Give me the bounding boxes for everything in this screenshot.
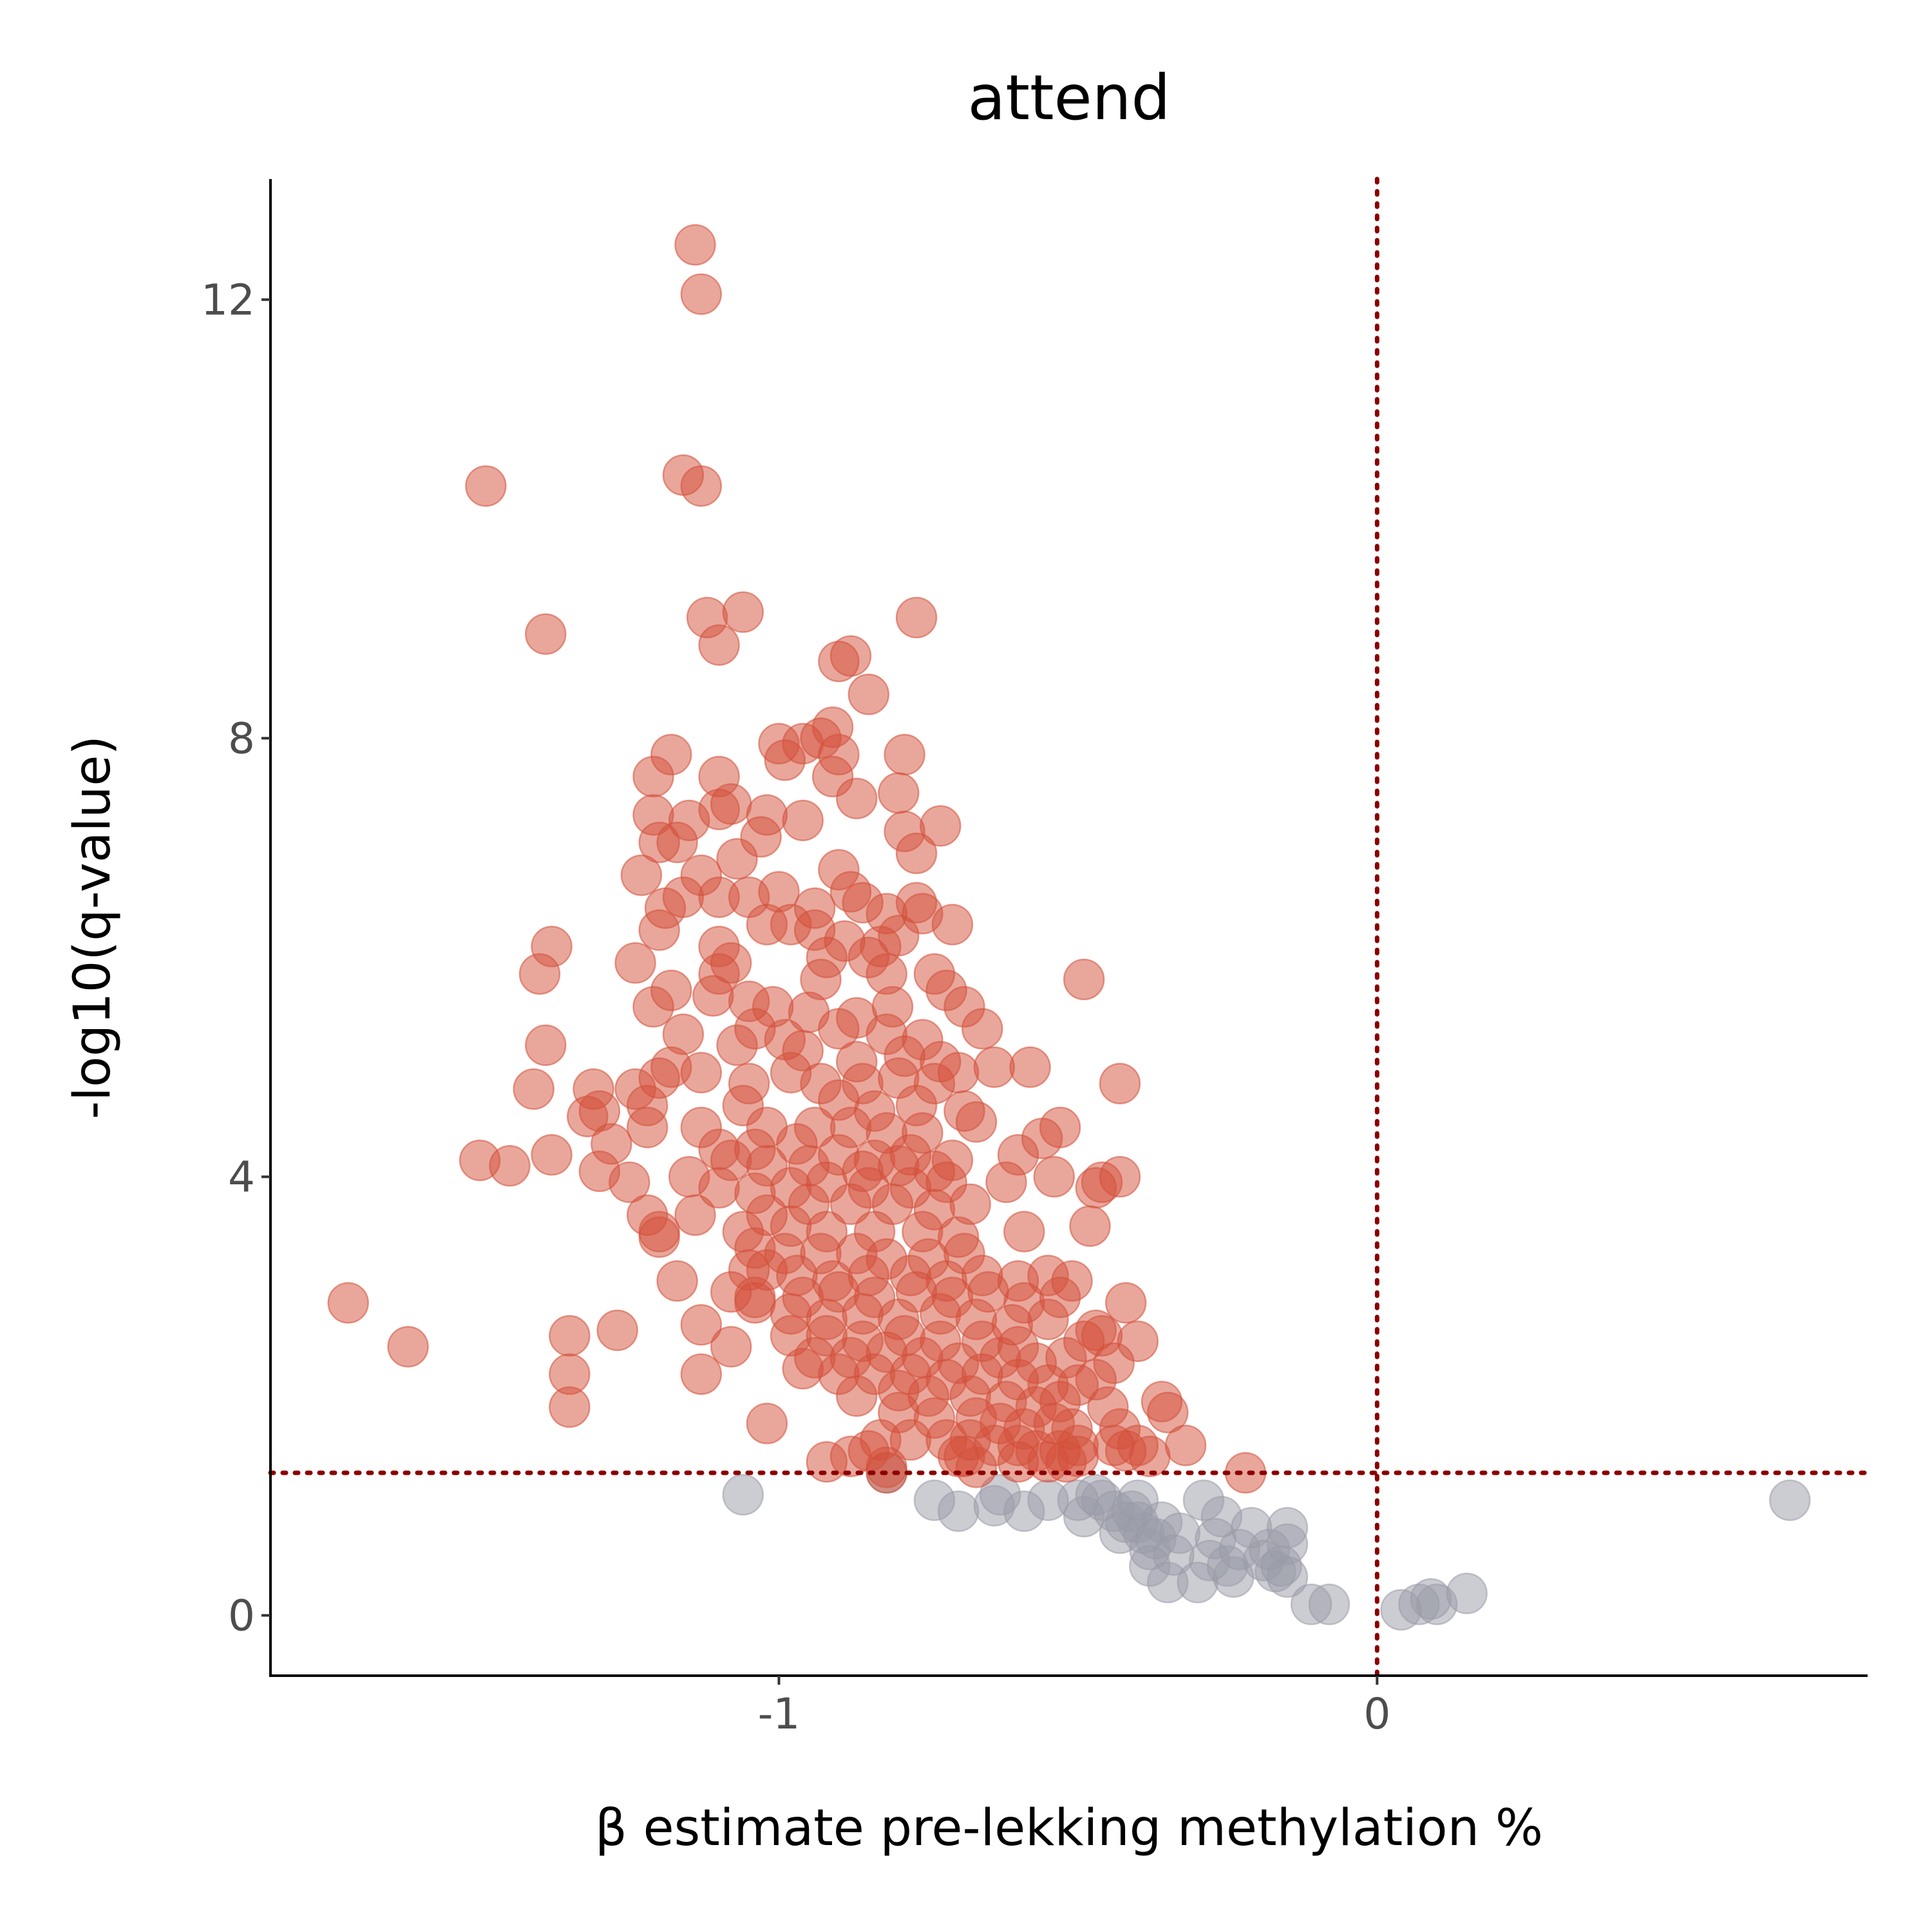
reference-lines [268, 176, 1870, 1678]
significant-point [1003, 1211, 1045, 1253]
significant-point [973, 1046, 1016, 1088]
x-tick-label: -1 [758, 1689, 800, 1739]
significant-point [955, 1101, 998, 1143]
points-layer [327, 223, 1811, 1631]
significant-point [1104, 1282, 1147, 1324]
significant-point [878, 772, 920, 814]
y-tick-label: 0 [228, 1591, 255, 1640]
significant-point [1164, 1425, 1207, 1466]
significant-point [1039, 1106, 1081, 1148]
nonsignificant-point [937, 1490, 980, 1532]
significant-point [848, 673, 890, 715]
significant-point [836, 1375, 878, 1417]
significant-point [818, 640, 860, 683]
significant-point [1063, 958, 1105, 1001]
significant-point [836, 777, 878, 820]
significant-point [955, 1446, 998, 1488]
x-tick-label: 0 [1363, 1689, 1390, 1739]
significant-point [674, 223, 716, 266]
y-axis-title: -log10(q-value) [64, 735, 122, 1119]
significant-point [985, 1161, 1027, 1204]
significant-point [698, 788, 740, 831]
significant-point [895, 596, 938, 639]
significant-point [513, 1068, 554, 1110]
significant-point [632, 986, 674, 1028]
y-axis-ticks: 0 4 8 12 [201, 275, 270, 1640]
significant-point [567, 1095, 609, 1137]
significant-point [626, 1106, 668, 1148]
significant-point [656, 821, 698, 864]
significant-point [782, 799, 824, 842]
significant-point [722, 591, 764, 633]
significant-point [614, 942, 656, 984]
significant-point [997, 1441, 1039, 1483]
significant-point [931, 904, 974, 945]
x-axis-ticks: -1 0 [758, 1676, 1390, 1739]
significant-point [680, 1052, 723, 1094]
significant-point [829, 1183, 872, 1226]
significant-point [1009, 1046, 1051, 1088]
significant-point [782, 1348, 824, 1390]
significant-point [746, 1403, 788, 1444]
significant-point [680, 1303, 723, 1346]
chart-title: attend [968, 62, 1171, 134]
significant-point [549, 1386, 591, 1428]
significant-point [1099, 1063, 1141, 1104]
nonsignificant-point [722, 1473, 764, 1516]
significant-point [692, 975, 734, 1017]
significant-point [680, 273, 723, 316]
significant-point [710, 1325, 752, 1368]
significant-point [680, 465, 723, 507]
significant-point [716, 838, 758, 880]
significant-point [387, 1325, 429, 1368]
significant-point [895, 832, 938, 875]
significant-point [638, 1216, 680, 1258]
significant-point [549, 1314, 591, 1357]
significant-point [716, 1024, 758, 1066]
y-tick-label: 4 [228, 1152, 255, 1202]
significant-point [1027, 1298, 1069, 1340]
significant-point [806, 1441, 848, 1483]
significant-point [734, 1282, 776, 1324]
significant-point [609, 1161, 650, 1204]
nonsignificant-point [1446, 1573, 1488, 1615]
significant-point [1147, 1392, 1189, 1434]
significant-point [961, 1008, 1003, 1050]
significant-point [525, 1024, 567, 1066]
significant-point [638, 909, 680, 951]
significant-point [656, 1260, 698, 1302]
significant-point [525, 613, 567, 655]
significant-point [1075, 1167, 1117, 1209]
significant-point [632, 755, 674, 798]
significant-point [596, 1309, 638, 1351]
significant-point [489, 1145, 531, 1187]
significant-point [674, 1194, 716, 1236]
significant-point [764, 739, 806, 781]
x-axis-title: β estimate pre-lekking methylation % [595, 1799, 1543, 1857]
significant-point [818, 1008, 860, 1050]
nonsignificant-point [1260, 1545, 1302, 1587]
significant-point [1057, 1435, 1099, 1477]
significant-point [620, 854, 663, 896]
significant-point [937, 1052, 980, 1094]
significant-point [531, 1134, 573, 1176]
nonsignificant-point [1159, 1512, 1201, 1554]
significant-point [884, 734, 925, 776]
significant-point [1129, 1435, 1171, 1477]
significant-point [1069, 1205, 1111, 1247]
significant-point [1033, 1156, 1075, 1198]
significant-point [698, 624, 740, 666]
significant-point [518, 953, 561, 995]
y-tick-label: 12 [201, 275, 255, 325]
y-tick-label: 8 [228, 714, 255, 763]
significant-point [327, 1282, 369, 1324]
significant-point [465, 465, 507, 507]
nonsignificant-point [1266, 1506, 1309, 1549]
nonsignificant-point [1308, 1584, 1350, 1625]
nonsignificant-point [1769, 1479, 1811, 1521]
significant-point [680, 1353, 723, 1396]
